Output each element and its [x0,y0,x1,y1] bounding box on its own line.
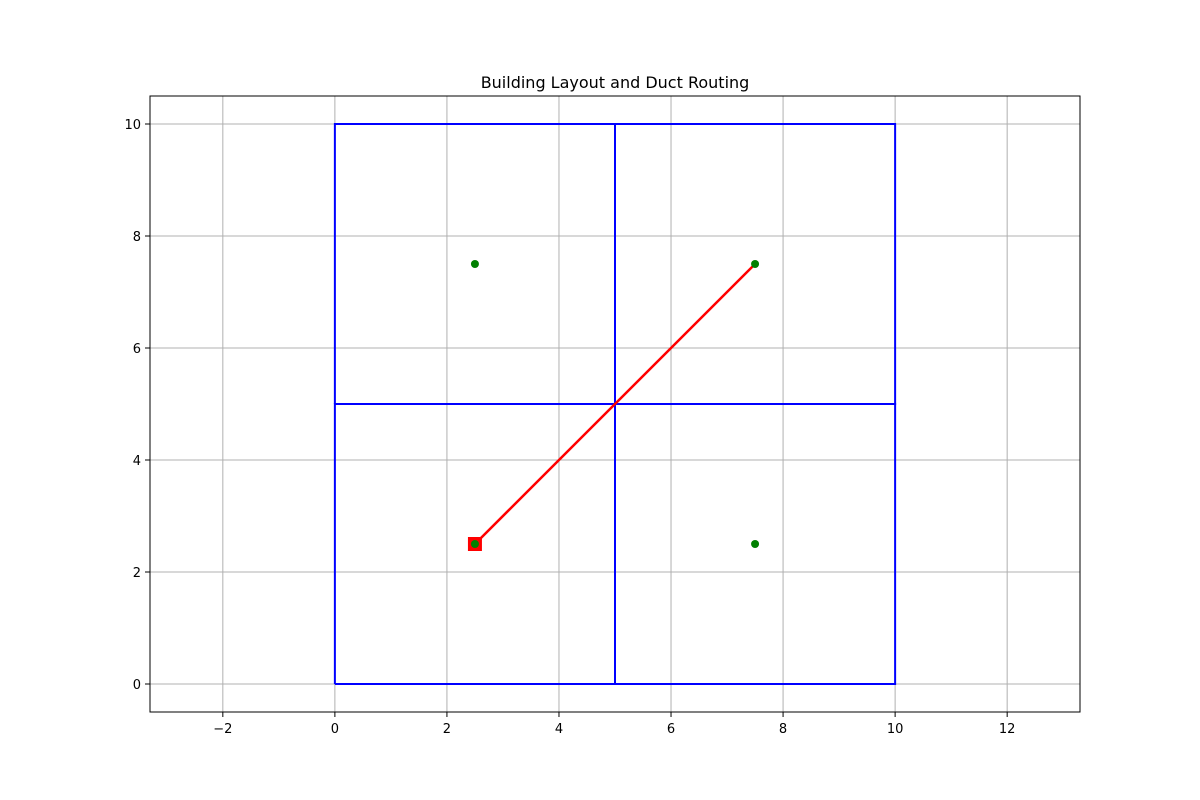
y-tick-label: 8 [133,230,141,245]
y-tick-label: 10 [124,118,141,133]
x-tick-label: 12 [999,722,1016,737]
chart-title: Building Layout and Duct Routing [481,73,750,92]
x-tick-label: 0 [331,722,339,737]
duct-routing [474,263,756,545]
room-center-point [751,540,760,548]
x-tick-label: 4 [555,722,563,737]
room-outline [614,123,897,405]
duct-line [474,263,756,545]
room-center-point [751,260,760,268]
x-axis-ticks: −2 0 2 4 6 8 10 12 [213,712,1015,737]
y-tick-label: 2 [133,566,141,581]
x-tick-label: 10 [887,722,904,737]
y-tick-label: 6 [133,342,141,357]
x-tick-label: 8 [779,722,787,737]
room-center-point [470,540,479,548]
plot-area-frame [149,95,1081,713]
x-tick-label: 6 [667,722,675,737]
y-axis-ticks: 0 2 4 6 8 10 [124,118,150,693]
x-tick-label: −2 [213,722,232,737]
y-tick-label: 4 [133,454,141,469]
room-centers [470,260,760,548]
x-tick-label: 2 [443,722,451,737]
y-tick-label: 0 [133,678,141,693]
room-center-point [470,260,479,268]
